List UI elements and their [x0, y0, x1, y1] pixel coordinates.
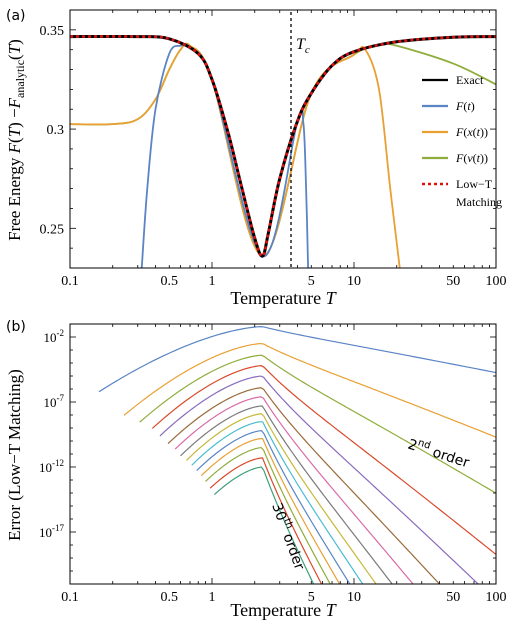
series-exact: [70, 34, 496, 258]
y-tick-label: 10-12: [39, 458, 64, 475]
panel-a-legend: Exact F(t) F(x(t)) F(v(t)) Low−T Matching: [422, 73, 502, 209]
error-curve-order-2: [98, 326, 496, 393]
error-curve-order-12: [167, 387, 441, 584]
y-tick-label: 0.35: [40, 24, 65, 39]
legend-label: Low−T Matching: [456, 177, 502, 209]
legend-label: Exact: [456, 73, 484, 87]
x-tick-label: 100: [486, 274, 507, 289]
panel-a-label: (a): [6, 8, 26, 24]
panel-a-plot-area: [70, 34, 496, 268]
x-tick-label: 0.1: [61, 590, 79, 605]
legend-label: F(t): [455, 99, 475, 113]
x-tick-label: 1: [209, 590, 216, 605]
series-f-v-t-: [70, 42, 496, 257]
x-tick-label: 50: [446, 274, 460, 289]
x-tick-label: 0.5: [161, 590, 179, 605]
y-tick-label: 10-17: [39, 523, 64, 540]
legend-label: F(v(t)): [455, 151, 488, 165]
error-curve-order-4: [123, 342, 496, 438]
tc-annotation: Tc: [296, 36, 310, 56]
x-tick-label: 50: [446, 590, 460, 605]
panel-b: (b) 0.1 0.5 1 5 10 50 100 10-17 10-12 10-7 10-2 T…: [5, 319, 507, 620]
error-curve-order-8: [151, 365, 496, 555]
error-curve-order-30: [214, 466, 315, 584]
panel-a: (a) Tc 0.1 0.5 1 5 10 50 100 0.25 0.3 0.35 Tempe…: [5, 8, 507, 308]
error-curve-order-16: [180, 405, 393, 584]
x-tick-label: 10: [347, 590, 361, 605]
thirtieth-order-annotation: 30th order: [268, 500, 309, 572]
y-tick-label: 0.25: [40, 222, 65, 237]
error-curve-order-18: [185, 413, 377, 584]
x-tick-label: 1: [209, 274, 216, 289]
panel-b-x-ticks: 0.1 0.5 1 5 10 50 100: [61, 324, 507, 605]
error-curve-order-22: [196, 430, 351, 584]
x-tick-label: 0.5: [161, 274, 179, 289]
error-curve-order-26: [205, 446, 331, 584]
panel-b-label: (b): [6, 319, 26, 335]
x-tick-label: 5: [308, 274, 315, 289]
series-low-t-matching: [70, 35, 496, 258]
x-tick-label: 100: [486, 590, 507, 605]
panel-b-plot-area: [98, 326, 496, 584]
panel-a-y-axis-label: Free Energy F(T) −Fanalytic(T): [5, 39, 27, 241]
panel-b-x-axis-label: Temperature T: [230, 600, 337, 620]
panel-a-frame: [69, 9, 497, 269]
legend-label: F(x(t)): [455, 125, 488, 139]
second-order-annotation: 2nd order: [406, 435, 472, 472]
x-tick-label: 5: [308, 590, 315, 605]
x-tick-label: 0.1: [61, 274, 79, 289]
error-curve-order-20: [191, 421, 364, 584]
y-tick-label: 0.3: [47, 123, 65, 138]
panel-a-x-axis-label: Temperature T: [230, 288, 337, 308]
x-tick-label: 10: [347, 274, 361, 289]
error-curve-order-14: [174, 396, 414, 584]
panel-a-y-ticks: 0.25 0.3 0.35: [40, 9, 496, 269]
svg-text:Free Energy F(T) −Fanalytic(T): Free Energy F(T) −Fanalytic(T): [5, 39, 27, 241]
error-curve-order-24: [200, 437, 341, 584]
panel-b-y-ticks: 10-17 10-12 10-7 10-2: [39, 323, 496, 585]
panel-a-x-ticks: 0.1 0.5 1 5 10 50 100: [61, 10, 507, 289]
y-tick-label: 10-2: [44, 328, 65, 345]
series-f-t-: [140, 43, 309, 268]
error-curve-order-6: [139, 354, 496, 494]
error-curve-order-28: [209, 457, 323, 584]
y-tick-label: 10-7: [44, 393, 65, 410]
series-f-x-t-: [70, 42, 401, 268]
error-curve-order-10: [159, 375, 480, 584]
panel-b-y-axis-label: Error (Low−T Matching): [5, 369, 24, 541]
